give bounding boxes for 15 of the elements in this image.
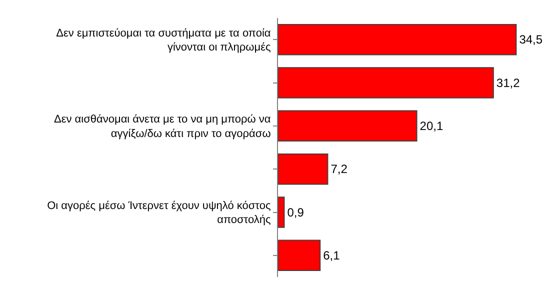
bar	[278, 24, 517, 56]
data-label: 31,2	[496, 76, 520, 90]
y-tick-label: Οι αγορές μέσω Ίντερνετ έχουν υψηλό κόστος αποστολής	[47, 200, 271, 226]
data-label: 7,2	[330, 162, 348, 176]
data-label: 20,1	[420, 118, 444, 133]
y-tick-label: Δεν αισθάνομαι άνετα με το να μη μπορώ να αγγίξω/δω κάτι πριν το αγοράσω	[54, 114, 272, 140]
bar	[278, 240, 321, 272]
bar	[278, 67, 494, 98]
data-label: 6,1	[323, 248, 340, 262]
bar	[278, 153, 328, 185]
y-tick-label: Δεν εμπιστεύομαι τα συστήματα με τα οποία γίνονται οι πληρωμές	[56, 27, 272, 54]
data-label: 0,9	[287, 205, 304, 220]
bar	[278, 110, 418, 142]
data-label: 34,5	[519, 32, 543, 47]
bar	[278, 196, 285, 228]
